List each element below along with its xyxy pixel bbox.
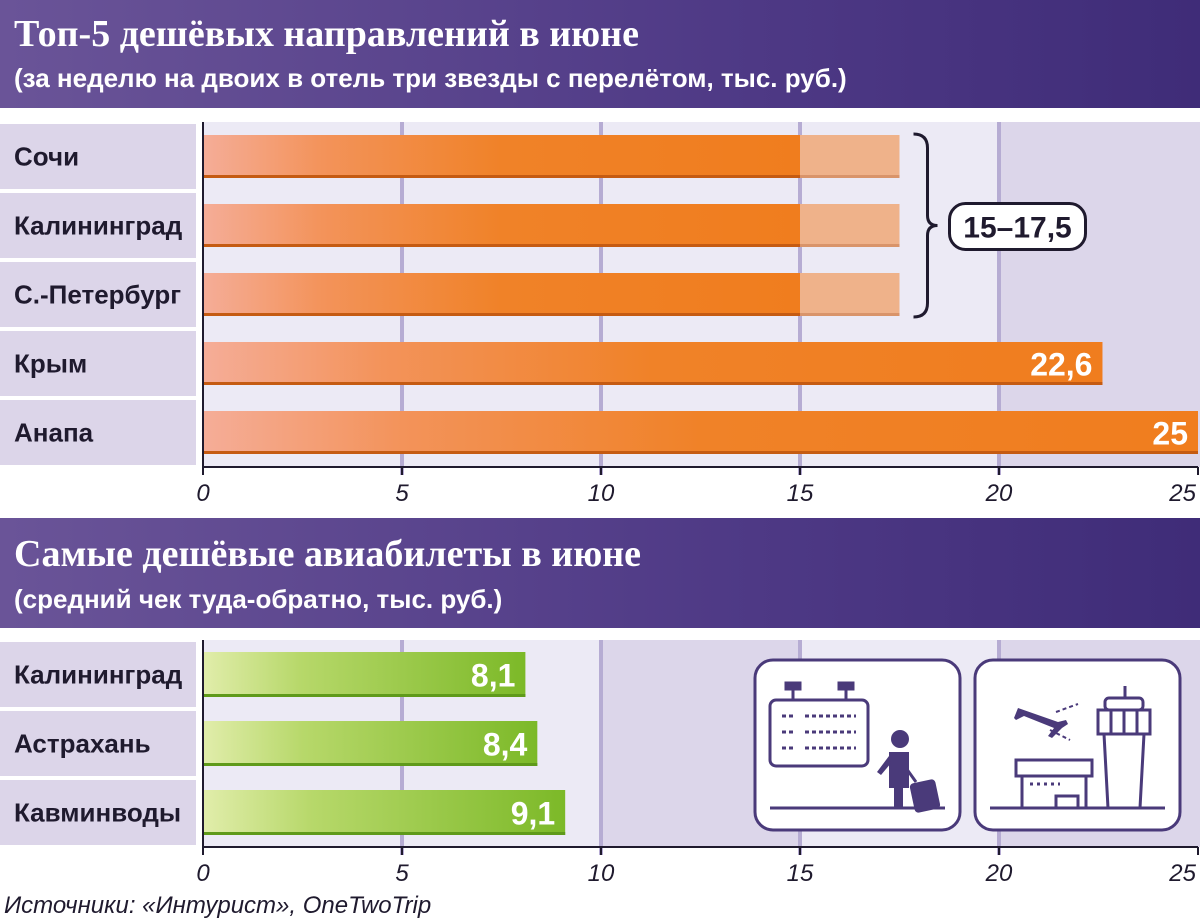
bar-shadow	[203, 175, 800, 178]
bar	[203, 342, 1103, 385]
category-label-bg	[0, 711, 196, 776]
category-label: Калининград	[14, 211, 183, 241]
category-label: Анапа	[14, 418, 94, 448]
range-callout-label: 15–17,5	[963, 212, 1071, 245]
value-label: 8,1	[471, 658, 515, 694]
category-label-bg	[0, 642, 196, 707]
chart2-bars: 8,1 8,4 9,1	[203, 652, 566, 835]
chart2-plot: Калининград Астрахань Кавминводы 8,1 8,4 9,1…	[0, 640, 1200, 887]
category-label: С.-Петербург	[14, 280, 181, 310]
category-label: Калининград	[14, 660, 183, 690]
bar-shadow	[203, 451, 1198, 454]
bar	[203, 652, 526, 697]
bar-shadow	[203, 382, 1103, 385]
bar	[203, 204, 800, 247]
category-label: Астрахань	[14, 729, 151, 759]
category-label: Сочи	[14, 142, 79, 172]
category-label-bg	[0, 400, 196, 465]
category-label: Крым	[14, 349, 87, 379]
chart2-category-labels: Калининград Астрахань Кавминводы	[0, 642, 196, 845]
plot-band	[999, 122, 1200, 467]
chart2-title: Самые дешёвые авиабилеты в июне	[14, 533, 641, 575]
departure-board-icon	[768, 681, 870, 768]
range-bracket	[913, 132, 938, 319]
bar-shadow	[203, 244, 800, 247]
category-label-bg	[0, 331, 196, 396]
airport-panel	[973, 658, 1182, 832]
bar-range-shadow	[800, 313, 900, 316]
bar-shadow	[203, 694, 526, 697]
chart1-bars: 22,6 25	[203, 135, 1198, 454]
x-tick-label: 0	[196, 480, 210, 507]
x-tick-label: 0	[196, 860, 210, 887]
bar	[203, 411, 1198, 454]
bar-shadow	[203, 763, 538, 766]
chart2-x-axis: 0 5 10 15 20 25	[196, 640, 1199, 887]
bar-range-shadow	[800, 244, 900, 247]
chart1-x-axis: 0 5 10 15 20 25	[196, 122, 1199, 507]
chart1-plot: Сочи Калининград С.-Петербург Крым Анапа 22,…	[0, 122, 1200, 507]
x-tick-label: 10	[588, 480, 615, 507]
bar	[203, 721, 538, 766]
category-label-bg	[0, 780, 196, 845]
x-tick-label: 15	[787, 860, 814, 887]
x-tick-label: 25	[1168, 860, 1196, 887]
x-tick-label: 5	[395, 480, 409, 507]
traveler-with-suitcase-icon	[877, 730, 941, 813]
departure-panel	[753, 658, 962, 832]
category-label-bg	[0, 124, 196, 189]
chart1-category-labels: Сочи Калининград С.-Петербург Крым Анапа	[0, 124, 196, 465]
x-tick-label: 10	[588, 860, 615, 887]
chart2-subtitle: (средний чек туда-обратно, тыс. руб.)	[14, 584, 503, 614]
category-label: Кавминводы	[14, 798, 181, 828]
control-tower-icon	[1096, 686, 1152, 810]
value-label: 22,6	[1030, 347, 1092, 383]
chart1-title: Топ-5 дешёвых направлений в июне	[14, 13, 639, 55]
chart1-subtitle: (за неделю на двоих в отель три звезды с…	[14, 63, 847, 93]
bar	[203, 790, 566, 835]
x-tick-label: 5	[395, 860, 409, 887]
bar	[203, 273, 800, 316]
range-callout-box	[948, 202, 1087, 251]
bar-range	[800, 273, 900, 316]
chart1-range-annotation: 15–17,5	[913, 132, 1087, 319]
bar	[203, 135, 800, 178]
bar-range	[800, 135, 900, 178]
x-tick-label: 15	[787, 480, 814, 507]
bar-range	[800, 204, 900, 247]
value-label: 8,4	[483, 727, 528, 763]
airplane-icon	[1014, 703, 1079, 741]
x-tick-label: 20	[985, 860, 1013, 887]
x-tick-label: 25	[1168, 480, 1196, 507]
chart1-header: Топ-5 дешёвых направлений в июне (за нед…	[0, 0, 1200, 108]
category-label-bg	[0, 262, 196, 327]
chart2-header: Самые дешёвые авиабилеты в июне (средний…	[0, 518, 1200, 628]
bar-range-shadow	[800, 175, 900, 178]
value-label: 9,1	[511, 796, 555, 832]
bar-shadow	[203, 313, 800, 316]
bar-shadow	[203, 832, 566, 835]
source-note: Источники: «Интурист», OneTwoTrip	[4, 892, 432, 919]
value-label: 25	[1152, 416, 1188, 452]
category-label-bg	[0, 193, 196, 258]
x-tick-label: 20	[985, 480, 1013, 507]
